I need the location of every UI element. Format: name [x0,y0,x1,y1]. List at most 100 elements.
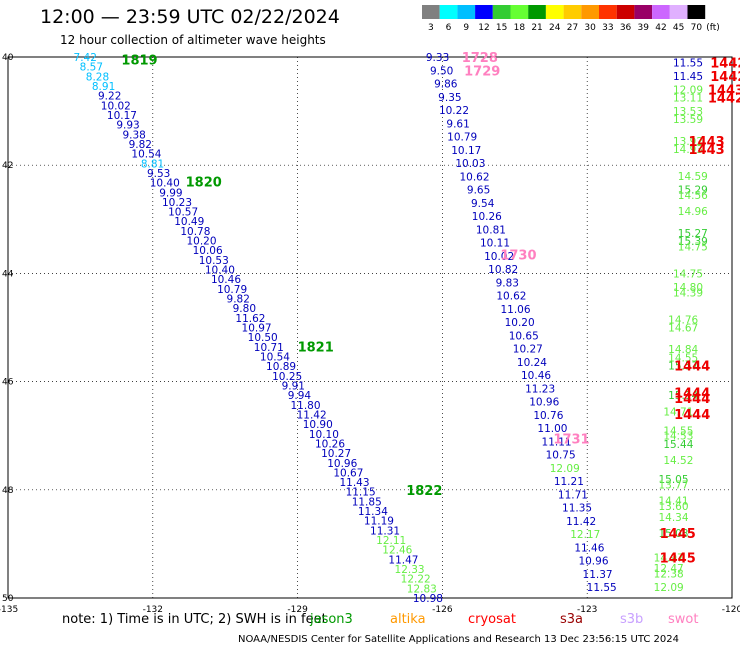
wave-height-label: 12.17 [570,529,600,541]
wave-height-label: 9.65 [467,185,490,197]
time-label: 1444 [674,392,710,407]
colorbar-tick: 36 [620,23,632,33]
wave-height-label: 13.11 [673,93,703,105]
x-tick-label: -135 [0,605,18,615]
wave-height-label: 9.33 [426,52,449,64]
wave-height-label: 12.38 [654,569,684,581]
x-tick-label: -126 [432,605,453,615]
satellite-legend-s3b: s3b [620,612,643,627]
colorbar-unit: (ft) [706,23,720,33]
time-label: 1730 [500,248,536,263]
time-label: 1442 [708,92,740,107]
satellite-legend-jason3: jason3 [310,612,353,627]
wave-height-labels: 7.428.578.288.919.2210.0210.179.939.389.… [74,52,709,605]
colorbar-tick: 42 [655,23,666,33]
wave-height-label: 10.27 [513,344,543,356]
colorbar-tick: 15 [496,23,507,33]
wave-height-label: 10.03 [455,158,485,170]
y-tick-label: 46 [2,378,14,388]
colorbar-swatch [599,5,617,19]
colorbar-swatch [652,5,670,19]
wave-height-label: 10.62 [459,171,489,183]
colorbar-swatch [440,5,458,19]
wave-height-label: 10.46 [521,370,551,382]
wave-height-label: 10.20 [505,317,535,329]
wave-height-label: 11.42 [566,516,596,528]
colorbar-tick: 12 [478,23,489,33]
wave-height-label: 10.17 [451,145,481,157]
wave-height-label: 9.35 [438,92,461,104]
satellite-legend-s3a: s3a [560,612,583,627]
wave-height-label: 10.98 [413,593,443,605]
wave-height-label: 10.24 [517,357,547,369]
wave-height-label: 9.86 [434,79,458,91]
footnote: note: 1) Time is in UTC; 2) SWH is in fe… [62,612,327,627]
wave-height-label: 12.09 [654,582,684,594]
time-label: 1820 [186,175,222,190]
colorbar-tick: 24 [549,23,561,33]
colorbar-tick: 21 [531,23,542,33]
time-label: 1444 [674,359,710,374]
y-tick-label: 40 [2,53,14,63]
wave-height-label: 11.21 [554,476,584,488]
colorbar-tick: 18 [514,23,526,33]
wave-height-label: 11.23 [525,383,555,395]
wave-height-label: 14.75 [673,268,703,280]
colorbar: 3 6 9 12 15 18 21 24 27 30 33 36 39 42 45 70 (ft) [422,5,720,33]
wave-height-label: 10.75 [546,450,576,462]
colorbar-swatch [528,5,546,19]
wave-height-label: 14.52 [663,455,693,467]
wave-height-label: 11.45 [673,71,703,83]
colorbar-swatch [511,5,529,19]
time-label: 1821 [298,340,334,355]
wave-height-label: 9.61 [446,118,469,130]
colorbar-swatch [422,5,440,19]
wave-height-label: 13.59 [673,114,703,126]
colorbar-swatch [581,5,599,19]
wave-height-label: 10.81 [476,224,506,236]
wave-height-label: 13.77 [658,479,688,491]
wave-height-label: 14.75 [678,241,708,253]
wave-height-label: 14.67 [668,323,698,335]
colorbar-swatch [475,5,493,19]
colorbar-tick: 6 [446,23,452,33]
time-labels: 1819182018211822172817291730173114421442… [121,51,740,566]
wave-height-label: 10.22 [439,105,469,117]
colorbar-tick: 9 [463,23,469,33]
wave-height-label: 9.54 [471,198,495,210]
credit-line: NOAA/NESDIS Center for Satellite Applica… [238,634,679,645]
wave-height-label: 10.76 [533,410,563,422]
time-label: 1445 [660,527,696,542]
wave-height-label: 10.26 [472,211,502,223]
wave-height-label: 10.62 [496,291,526,303]
wave-height-label: 14.59 [678,171,708,183]
colorbar-swatch [493,5,511,19]
colorbar-tick: 3 [428,23,434,33]
colorbar-tick: 30 [584,23,596,33]
wave-height-label: 11.35 [562,503,592,515]
wave-height-label: 11.55 [673,57,703,69]
wave-height-label: 11.55 [587,582,617,594]
wave-height-label: 12.09 [550,463,580,475]
time-label: 1443 [689,143,725,158]
wave-height-label: 11.71 [558,489,588,501]
colorbar-swatch [457,5,475,19]
wave-height-label: 10.82 [488,264,518,276]
altimeter-chart: 36912151821242730333639424570(ft) -135-1… [0,0,740,650]
wave-height-label: 10.79 [447,132,477,144]
wave-height-label: 14.34 [658,512,688,524]
colorbar-swatch [546,5,564,19]
time-label: 1444 [674,408,710,423]
y-tick-label: 50 [2,594,14,604]
colorbar-swatch [670,5,688,19]
y-tick-label: 48 [2,486,14,496]
colorbar-swatch [617,5,635,19]
time-label: 1822 [406,484,442,499]
colorbar-tick: 33 [602,23,613,33]
satellite-legend-altika: altika [390,612,426,627]
time-label: 1819 [121,54,157,69]
colorbar-swatch [564,5,582,19]
wave-height-label: 14.56 [678,190,708,202]
time-label: 1731 [553,432,589,447]
time-label: 1729 [464,65,500,80]
